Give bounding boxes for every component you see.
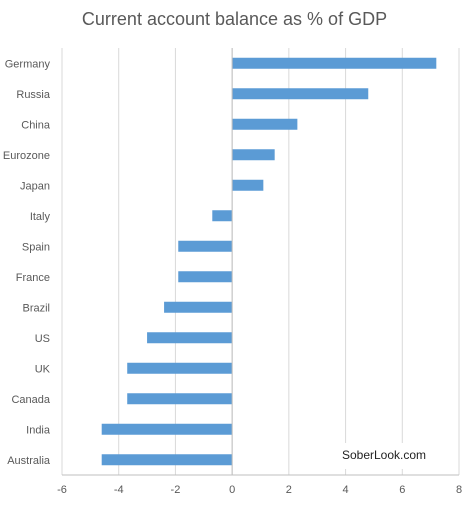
category-label: China — [21, 119, 51, 131]
bar-china — [232, 118, 298, 130]
bar-uk — [127, 362, 233, 374]
labels: -6 -4 -2 0 2 4 6 8 Germany Russia China Eurozone Jap… — [3, 58, 462, 496]
x-tick-label: -6 — [57, 484, 67, 496]
grid-lines — [61, 48, 460, 475]
category-label: Spain — [22, 241, 50, 253]
x-tick-label: 2 — [286, 484, 292, 496]
bar-germany — [232, 57, 437, 69]
bar-france — [178, 271, 233, 283]
category-label: Russia — [16, 89, 51, 101]
category-label: Canada — [11, 394, 50, 406]
category-label: US — [35, 333, 50, 345]
bar-brazil — [164, 301, 233, 313]
bar-australia — [101, 454, 233, 466]
x-tick-label: 8 — [456, 484, 462, 496]
bar-us — [147, 332, 233, 344]
chart-title: Current account balance as % of GDP — [81, 9, 388, 29]
category-label: Brazil — [22, 302, 50, 314]
x-tick-label: -2 — [171, 484, 181, 496]
watermark-text: SoberLook.com — [341, 448, 427, 462]
bar-japan — [232, 179, 264, 191]
bars — [101, 57, 437, 466]
axes — [62, 48, 459, 476]
x-tick-label: 0 — [229, 484, 235, 496]
bar-canada — [127, 393, 233, 405]
category-label: UK — [35, 363, 51, 375]
category-label: India — [26, 424, 51, 436]
category-label: Australia — [7, 455, 51, 467]
x-tick-label: -4 — [114, 484, 124, 496]
x-tick-label: 4 — [343, 484, 349, 496]
category-label: France — [16, 272, 50, 284]
watermark: SoberLook.com — [328, 443, 440, 469]
bar-eurozone — [232, 149, 275, 161]
x-tick-label: 6 — [399, 484, 405, 496]
bar-russia — [232, 88, 369, 100]
bar-india — [101, 423, 233, 435]
category-label: Eurozone — [3, 150, 50, 162]
category-label: Italy — [30, 211, 51, 223]
category-label: Germany — [5, 58, 51, 70]
category-label: Japan — [20, 180, 50, 192]
bar-italy — [212, 210, 233, 222]
bar-spain — [178, 240, 233, 252]
